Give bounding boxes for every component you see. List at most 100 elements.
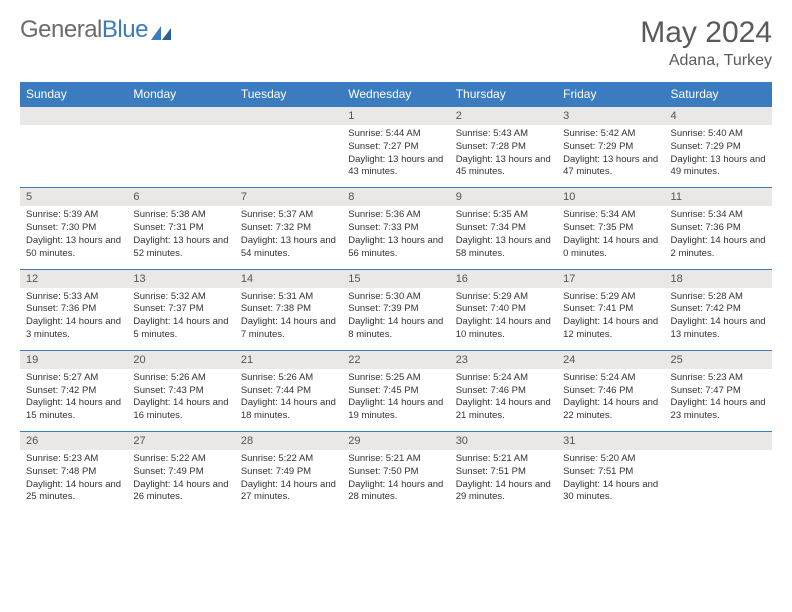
calendar-cell: 9Sunrise: 5:35 AMSunset: 7:34 PMDaylight… xyxy=(450,188,557,269)
daylight-line: Daylight: 14 hours and 5 minutes. xyxy=(133,316,228,342)
daylight-line: Daylight: 14 hours and 3 minutes. xyxy=(26,316,121,342)
day-number: 11 xyxy=(665,188,772,206)
sunset-line: Sunset: 7:30 PM xyxy=(26,222,121,235)
calendar-cell: 5Sunrise: 5:39 AMSunset: 7:30 PMDaylight… xyxy=(20,188,127,269)
calendar-cell: 10Sunrise: 5:34 AMSunset: 7:35 PMDayligh… xyxy=(557,188,664,269)
day-body: Sunrise: 5:26 AMSunset: 7:43 PMDaylight:… xyxy=(127,369,234,431)
day-body: Sunrise: 5:26 AMSunset: 7:44 PMDaylight:… xyxy=(235,369,342,431)
day-body: Sunrise: 5:31 AMSunset: 7:38 PMDaylight:… xyxy=(235,288,342,350)
calendar-cell: 29Sunrise: 5:21 AMSunset: 7:50 PMDayligh… xyxy=(342,432,449,513)
day-body: Sunrise: 5:23 AMSunset: 7:47 PMDaylight:… xyxy=(665,369,772,431)
day-body: Sunrise: 5:33 AMSunset: 7:36 PMDaylight:… xyxy=(20,288,127,350)
sunrise-line: Sunrise: 5:28 AM xyxy=(671,291,766,304)
daylight-line: Daylight: 14 hours and 13 minutes. xyxy=(671,316,766,342)
daylight-line: Daylight: 14 hours and 28 minutes. xyxy=(348,479,443,505)
daylight-line: Daylight: 13 hours and 58 minutes. xyxy=(456,235,551,261)
day-body: Sunrise: 5:30 AMSunset: 7:39 PMDaylight:… xyxy=(342,288,449,350)
brand-logo: GeneralBlue xyxy=(20,16,171,44)
day-header: Sunday xyxy=(20,82,127,107)
calendar-cell: 11Sunrise: 5:34 AMSunset: 7:36 PMDayligh… xyxy=(665,188,772,269)
day-body xyxy=(20,125,127,183)
day-body: Sunrise: 5:42 AMSunset: 7:29 PMDaylight:… xyxy=(557,125,664,187)
sunset-line: Sunset: 7:36 PM xyxy=(26,303,121,316)
calendar-cell: 20Sunrise: 5:26 AMSunset: 7:43 PMDayligh… xyxy=(127,350,234,431)
sunset-line: Sunset: 7:37 PM xyxy=(133,303,228,316)
day-body: Sunrise: 5:24 AMSunset: 7:46 PMDaylight:… xyxy=(557,369,664,431)
day-number xyxy=(665,432,772,450)
sunrise-line: Sunrise: 5:22 AM xyxy=(241,453,336,466)
calendar-cell: 8Sunrise: 5:36 AMSunset: 7:33 PMDaylight… xyxy=(342,188,449,269)
day-header: Thursday xyxy=(450,82,557,107)
title-block: May 2024 Adana, Turkey xyxy=(640,16,772,70)
calendar-week: 19Sunrise: 5:27 AMSunset: 7:42 PMDayligh… xyxy=(20,350,772,431)
daylight-line: Daylight: 14 hours and 15 minutes. xyxy=(26,397,121,423)
sunrise-line: Sunrise: 5:30 AM xyxy=(348,291,443,304)
day-body: Sunrise: 5:22 AMSunset: 7:49 PMDaylight:… xyxy=(127,450,234,512)
sunset-line: Sunset: 7:28 PM xyxy=(456,141,551,154)
calendar-week: 26Sunrise: 5:23 AMSunset: 7:48 PMDayligh… xyxy=(20,432,772,513)
calendar-week: 12Sunrise: 5:33 AMSunset: 7:36 PMDayligh… xyxy=(20,269,772,350)
sail-icon xyxy=(151,19,171,33)
day-number: 30 xyxy=(450,432,557,450)
day-number: 28 xyxy=(235,432,342,450)
day-body: Sunrise: 5:32 AMSunset: 7:37 PMDaylight:… xyxy=(127,288,234,350)
calendar-cell: 2Sunrise: 5:43 AMSunset: 7:28 PMDaylight… xyxy=(450,107,557,188)
sunrise-line: Sunrise: 5:27 AM xyxy=(26,372,121,385)
daylight-line: Daylight: 14 hours and 8 minutes. xyxy=(348,316,443,342)
sunrise-line: Sunrise: 5:34 AM xyxy=(563,209,658,222)
daylight-line: Daylight: 13 hours and 52 minutes. xyxy=(133,235,228,261)
daylight-line: Daylight: 14 hours and 27 minutes. xyxy=(241,479,336,505)
sunset-line: Sunset: 7:49 PM xyxy=(133,466,228,479)
day-body xyxy=(127,125,234,183)
sunrise-line: Sunrise: 5:29 AM xyxy=(563,291,658,304)
day-number: 7 xyxy=(235,188,342,206)
day-number: 6 xyxy=(127,188,234,206)
day-number: 17 xyxy=(557,270,664,288)
sunrise-line: Sunrise: 5:42 AM xyxy=(563,128,658,141)
calendar-cell: 14Sunrise: 5:31 AMSunset: 7:38 PMDayligh… xyxy=(235,269,342,350)
sunrise-line: Sunrise: 5:24 AM xyxy=(456,372,551,385)
calendar-cell: 23Sunrise: 5:24 AMSunset: 7:46 PMDayligh… xyxy=(450,350,557,431)
sunset-line: Sunset: 7:29 PM xyxy=(563,141,658,154)
day-number: 31 xyxy=(557,432,664,450)
sunset-line: Sunset: 7:31 PM xyxy=(133,222,228,235)
calendar-cell xyxy=(665,432,772,513)
daylight-line: Daylight: 14 hours and 12 minutes. xyxy=(563,316,658,342)
daylight-line: Daylight: 14 hours and 7 minutes. xyxy=(241,316,336,342)
day-number: 27 xyxy=(127,432,234,450)
day-body: Sunrise: 5:28 AMSunset: 7:42 PMDaylight:… xyxy=(665,288,772,350)
daylight-line: Daylight: 14 hours and 22 minutes. xyxy=(563,397,658,423)
day-body: Sunrise: 5:21 AMSunset: 7:51 PMDaylight:… xyxy=(450,450,557,512)
brand-part1: General xyxy=(20,16,102,44)
sunrise-line: Sunrise: 5:34 AM xyxy=(671,209,766,222)
daylight-line: Daylight: 14 hours and 21 minutes. xyxy=(456,397,551,423)
calendar-cell: 3Sunrise: 5:42 AMSunset: 7:29 PMDaylight… xyxy=(557,107,664,188)
sunset-line: Sunset: 7:42 PM xyxy=(26,385,121,398)
sunrise-line: Sunrise: 5:43 AM xyxy=(456,128,551,141)
calendar-cell: 27Sunrise: 5:22 AMSunset: 7:49 PMDayligh… xyxy=(127,432,234,513)
location-label: Adana, Turkey xyxy=(640,52,772,70)
daylight-line: Daylight: 14 hours and 18 minutes. xyxy=(241,397,336,423)
day-number: 20 xyxy=(127,351,234,369)
day-number xyxy=(20,107,127,125)
calendar-cell: 13Sunrise: 5:32 AMSunset: 7:37 PMDayligh… xyxy=(127,269,234,350)
sunrise-line: Sunrise: 5:26 AM xyxy=(133,372,228,385)
sunrise-line: Sunrise: 5:35 AM xyxy=(456,209,551,222)
day-body: Sunrise: 5:27 AMSunset: 7:42 PMDaylight:… xyxy=(20,369,127,431)
sunrise-line: Sunrise: 5:23 AM xyxy=(671,372,766,385)
day-number: 22 xyxy=(342,351,449,369)
day-number: 8 xyxy=(342,188,449,206)
day-body: Sunrise: 5:24 AMSunset: 7:46 PMDaylight:… xyxy=(450,369,557,431)
day-body: Sunrise: 5:34 AMSunset: 7:36 PMDaylight:… xyxy=(665,206,772,268)
day-body: Sunrise: 5:29 AMSunset: 7:41 PMDaylight:… xyxy=(557,288,664,350)
calendar-cell xyxy=(235,107,342,188)
sunset-line: Sunset: 7:38 PM xyxy=(241,303,336,316)
calendar-cell: 4Sunrise: 5:40 AMSunset: 7:29 PMDaylight… xyxy=(665,107,772,188)
sunrise-line: Sunrise: 5:20 AM xyxy=(563,453,658,466)
day-body: Sunrise: 5:44 AMSunset: 7:27 PMDaylight:… xyxy=(342,125,449,187)
day-number: 4 xyxy=(665,107,772,125)
day-number: 14 xyxy=(235,270,342,288)
day-number: 3 xyxy=(557,107,664,125)
day-body: Sunrise: 5:21 AMSunset: 7:50 PMDaylight:… xyxy=(342,450,449,512)
day-body xyxy=(235,125,342,183)
